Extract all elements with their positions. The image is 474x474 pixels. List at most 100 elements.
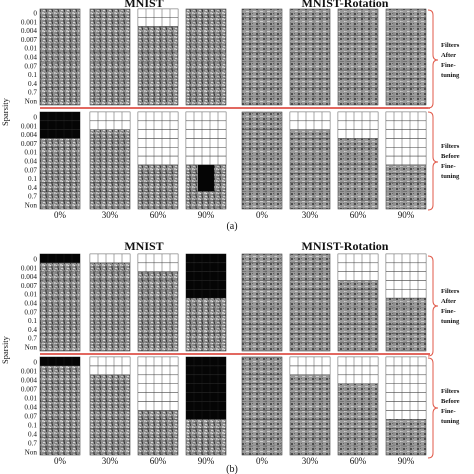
pruned-filter-row bbox=[385, 280, 427, 290]
pruned-filter-row bbox=[385, 383, 427, 393]
pruned-filter-row bbox=[137, 155, 179, 166]
dead-filter-block bbox=[198, 164, 214, 192]
pruned-filter-row bbox=[137, 253, 179, 264]
pruning-level-label: 60% bbox=[150, 456, 167, 466]
pruning-level-label: 0% bbox=[256, 456, 269, 466]
pruned-filter-row bbox=[385, 253, 427, 264]
panel-a-pruning-labels: 0% 30% 60% 90% 0% 30% 60% 90% bbox=[54, 210, 415, 220]
pruning-level-label: 90% bbox=[198, 210, 215, 220]
pruned-filter-row bbox=[337, 271, 379, 281]
sparsity-tick-label: 0.004 bbox=[21, 273, 38, 281]
pruned-filter-row bbox=[137, 383, 179, 393]
side-label-line: Filters bbox=[441, 143, 460, 150]
pruned-filter-row bbox=[337, 129, 379, 139]
panel-b-upper-brace bbox=[427, 255, 439, 357]
dead-filter-row-black bbox=[186, 383, 226, 393]
pruned-filter-row bbox=[137, 111, 179, 122]
pruned-filter-row bbox=[185, 155, 227, 166]
filter-grid bbox=[89, 8, 131, 106]
panel-a-title-mnist: MNIST bbox=[124, 0, 163, 10]
pruned-filter-row bbox=[137, 374, 179, 384]
sparsity-tick-label: 0.7 bbox=[28, 89, 37, 97]
side-label-line: Fine- bbox=[441, 163, 456, 170]
sparsity-tick-label: 0.001 bbox=[21, 368, 38, 376]
dead-filter-row-black bbox=[40, 120, 80, 130]
panel-b-caption: (b) bbox=[226, 464, 238, 474]
dead-filter-row-black bbox=[186, 410, 226, 420]
pruned-filter-row bbox=[137, 147, 179, 157]
pruned-filter-row bbox=[337, 120, 379, 130]
panel-b-filter-grids bbox=[39, 253, 427, 456]
sparsity-tick-label: 0.1 bbox=[28, 71, 37, 79]
sparsity-tick-label: 0 bbox=[33, 359, 37, 367]
sparsity-tick-label: 0.4 bbox=[28, 431, 37, 439]
filter-grid bbox=[89, 253, 131, 352]
pruned-filter-row bbox=[185, 138, 227, 148]
pruned-filter-row bbox=[337, 356, 379, 367]
side-label-line: Fine- bbox=[441, 62, 456, 69]
filter-grid bbox=[289, 253, 331, 352]
pruned-filter-row bbox=[385, 365, 427, 376]
pruned-filter-row bbox=[385, 147, 427, 157]
pruned-filter-row bbox=[385, 138, 427, 148]
sparsity-tick-label: 0.7 bbox=[28, 335, 37, 343]
panel-b-lower-brace bbox=[427, 357, 439, 459]
panel-a-side-label-after: Filters After Fine-tuning bbox=[441, 42, 460, 79]
panel-b-side-label-before: Filters Before Fine-tuning bbox=[441, 388, 460, 425]
pruned-filter-row bbox=[385, 410, 427, 420]
pruned-filter-row bbox=[385, 129, 427, 139]
sparsity-tick-label: 0.01 bbox=[24, 45, 37, 53]
sparsity-tick-label: 0.004 bbox=[21, 131, 38, 139]
panel-b-title-mnist: MNIST bbox=[124, 239, 163, 253]
sparsity-tick-label: 0.007 bbox=[21, 386, 38, 394]
sparsity-tick-label: 0.001 bbox=[21, 18, 38, 26]
dead-filter-row-black bbox=[186, 262, 226, 272]
filter-grid bbox=[241, 111, 283, 210]
pruning-level-label: 90% bbox=[198, 456, 215, 466]
pruned-filter-row bbox=[137, 365, 179, 376]
sparsity-tick-label: 0.07 bbox=[24, 166, 37, 174]
pruned-filter-row bbox=[385, 271, 427, 281]
sparsity-tick-label: 0.04 bbox=[24, 54, 37, 62]
sparsity-tick-label: 0 bbox=[33, 114, 37, 122]
pruning-level-label: 90% bbox=[398, 210, 415, 220]
sparsity-tick-label: 0 bbox=[33, 10, 37, 18]
pruned-filter-row bbox=[137, 8, 179, 18]
panel-b-title-mnist-rotation: MNIST-Rotation bbox=[302, 239, 389, 253]
dead-filter-row-black bbox=[186, 401, 226, 411]
pruned-filter-row bbox=[137, 392, 179, 402]
pruned-filter-row bbox=[289, 111, 331, 122]
pruned-filter-row bbox=[385, 356, 427, 367]
side-label-line: After bbox=[441, 298, 456, 305]
sparsity-tick-label: Non bbox=[25, 449, 38, 457]
panel-a-title-mnist-rotation: MNIST-Rotation bbox=[302, 0, 389, 10]
side-label-line: Before bbox=[441, 398, 460, 405]
pruned-filter-row bbox=[89, 111, 131, 122]
pruning-level-label: 60% bbox=[350, 210, 367, 220]
panel-a-upper-brace bbox=[427, 9, 439, 109]
sparsity-tick-label: 0.07 bbox=[24, 413, 37, 421]
pruned-filter-row bbox=[385, 120, 427, 130]
pruning-level-label: 30% bbox=[102, 210, 119, 220]
side-label-line: Filters bbox=[441, 42, 460, 49]
sparsity-tick-label: 0.4 bbox=[28, 326, 37, 334]
sparsity-tick-label: 0.007 bbox=[21, 36, 38, 44]
sparsity-tick-label: 0.004 bbox=[21, 27, 38, 35]
panel-a: MNIST MNIST-Rotation Sparsity 00.0010.00… bbox=[0, 0, 460, 232]
sparsity-tick-label: 0.04 bbox=[24, 300, 37, 308]
sparsity-tick-label: 0.1 bbox=[28, 175, 37, 183]
dead-filter-row-black bbox=[186, 280, 226, 290]
sparsity-tick-label: 0.001 bbox=[21, 122, 38, 130]
sparsity-tick-label: 0 bbox=[33, 256, 37, 264]
sparsity-tick-label: 0.4 bbox=[28, 80, 37, 88]
pruned-filter-row bbox=[89, 365, 131, 376]
pruned-filter-row bbox=[385, 155, 427, 166]
pruning-level-label: 30% bbox=[102, 456, 119, 466]
filter-grid bbox=[289, 8, 331, 106]
sparsity-tick-label: 0.1 bbox=[28, 317, 37, 325]
pruned-filter-row bbox=[289, 356, 331, 367]
pruned-filter-row bbox=[385, 374, 427, 384]
